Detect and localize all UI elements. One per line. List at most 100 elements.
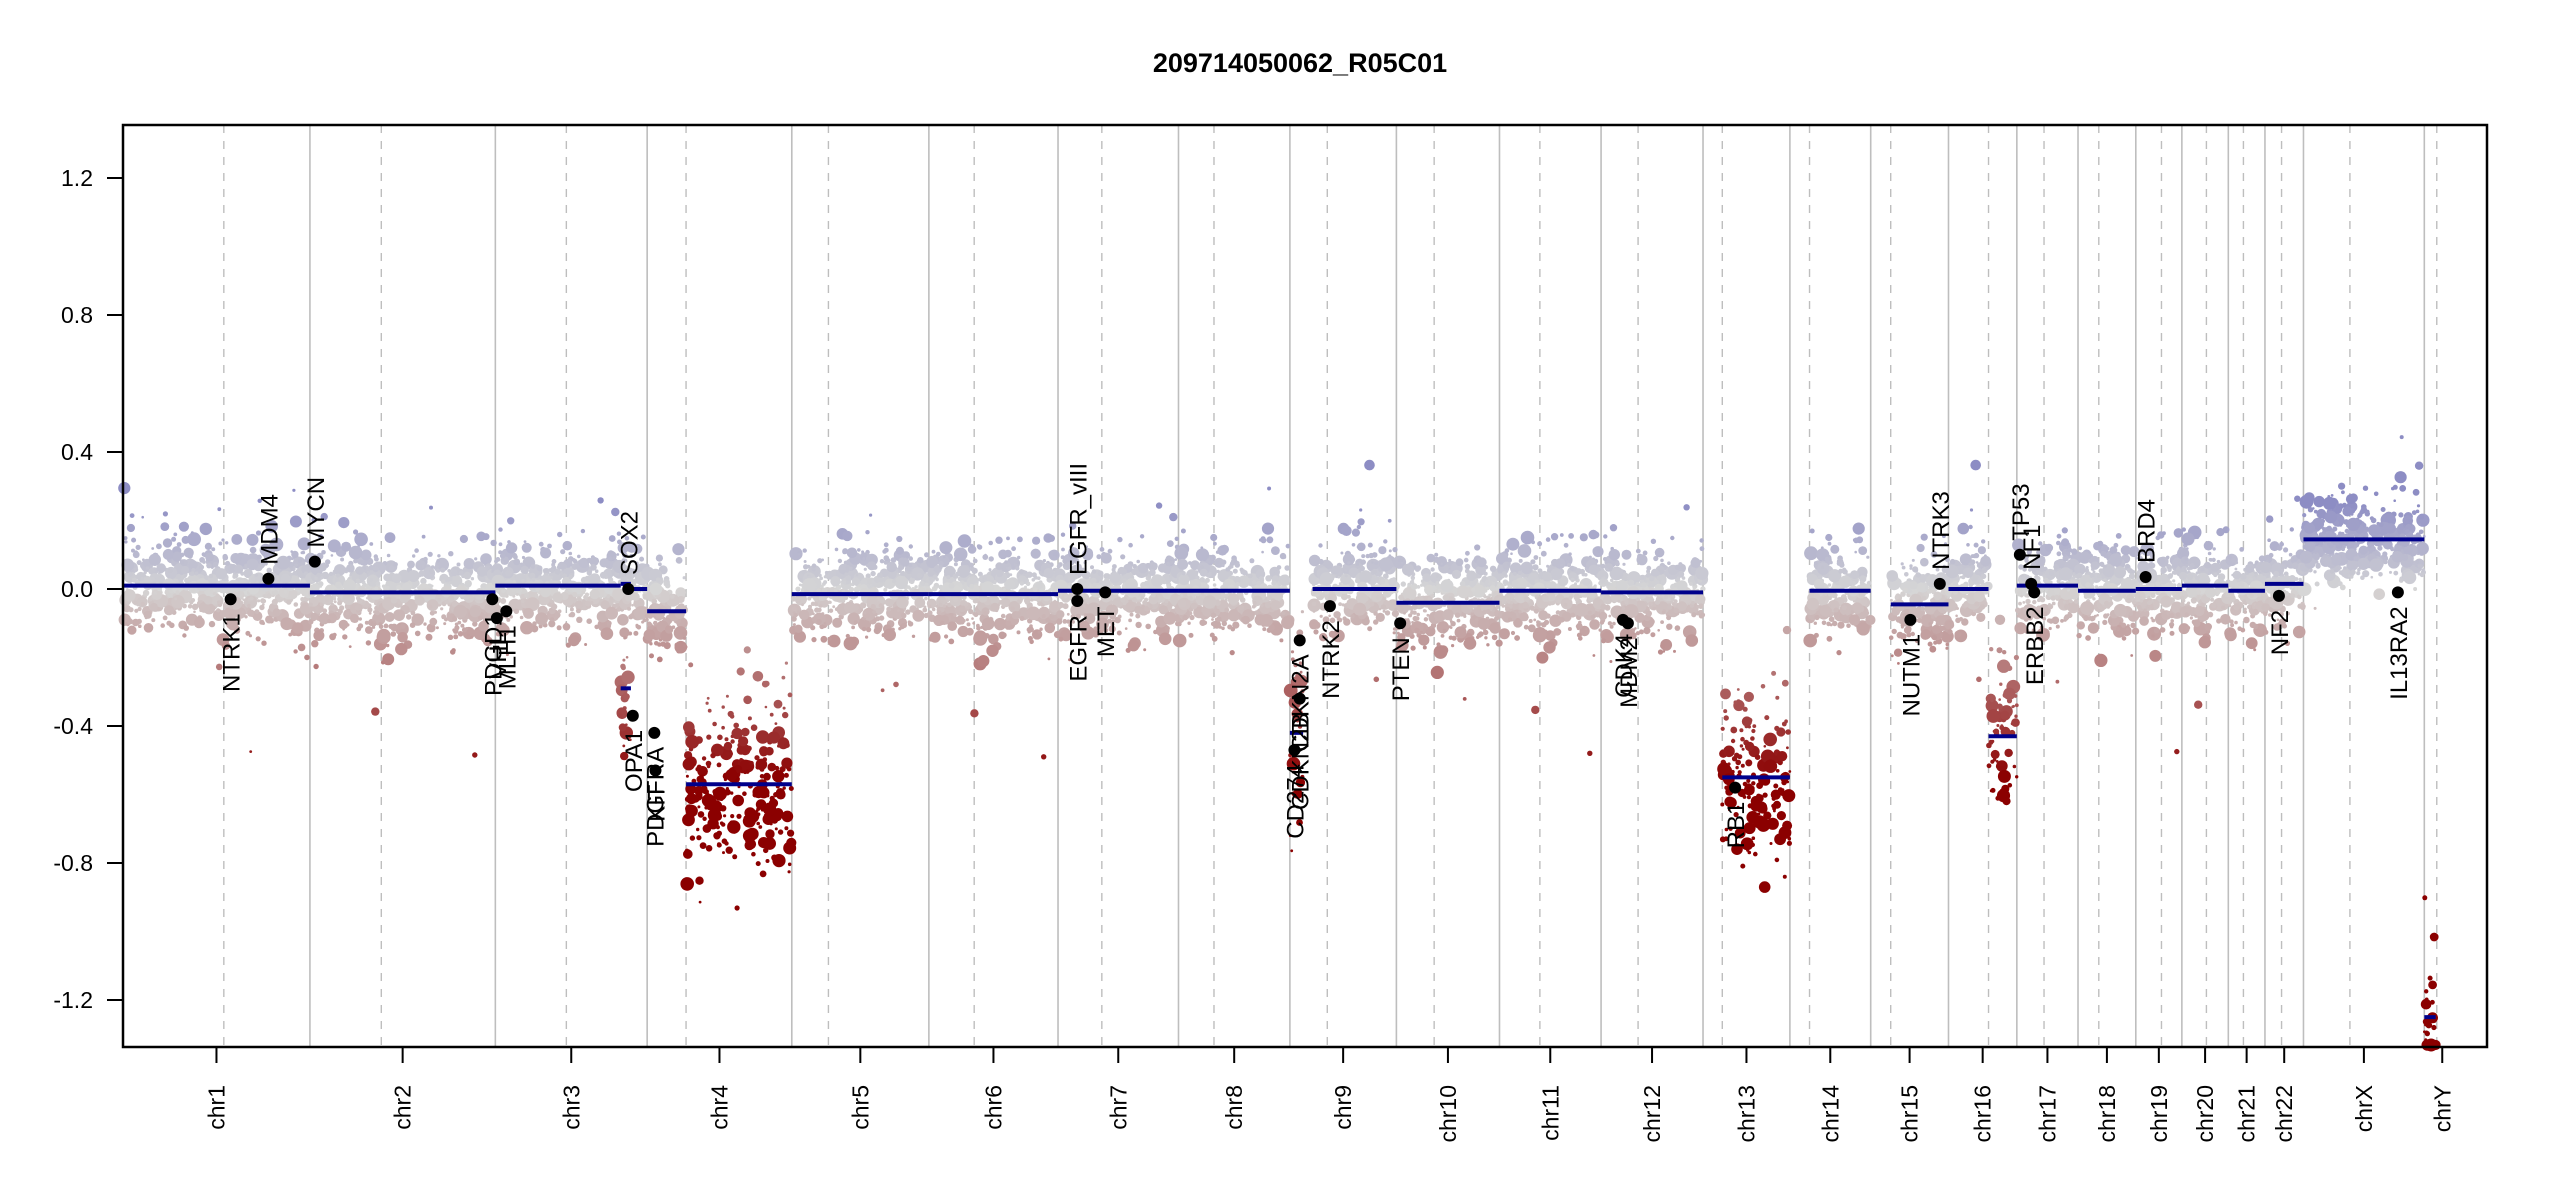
probe-point <box>580 528 586 534</box>
probe-point <box>1091 569 1097 574</box>
probe-point <box>547 543 552 549</box>
probe-point <box>723 814 727 818</box>
probe-point <box>348 645 352 648</box>
probe-point <box>1612 621 1616 626</box>
probe-point <box>509 615 513 619</box>
probe-point <box>784 826 789 831</box>
probe-point <box>1598 611 1608 621</box>
probe-point <box>208 573 214 579</box>
probe-point <box>1653 555 1659 562</box>
probe-point <box>663 642 671 650</box>
probe-point <box>531 577 536 582</box>
probe-point <box>675 587 686 598</box>
probe-point <box>1233 576 1241 584</box>
probe-point <box>1528 619 1533 623</box>
probe-point <box>1559 563 1563 567</box>
probe-point <box>1536 651 1549 664</box>
probe-point <box>1517 582 1522 587</box>
probe-point <box>626 579 630 583</box>
probe-point <box>857 548 861 552</box>
probe-point <box>1455 558 1464 567</box>
probe-point <box>807 596 812 601</box>
probe-point <box>942 555 946 559</box>
probe-point <box>485 613 489 617</box>
probe-point <box>451 616 458 622</box>
probe-point <box>1351 528 1360 537</box>
probe-point <box>1347 561 1351 565</box>
probe-point <box>1057 601 1065 609</box>
probe-point <box>245 630 251 636</box>
probe-point <box>1551 558 1559 567</box>
probe-point <box>803 560 807 563</box>
probe-point <box>226 618 238 630</box>
probe-point <box>346 564 355 573</box>
probe-point <box>1338 582 1342 586</box>
probe-point <box>953 625 957 629</box>
probe-point <box>1099 629 1104 634</box>
probe-points <box>118 435 2441 1052</box>
probe-point <box>896 535 903 543</box>
probe-point <box>498 550 503 555</box>
probe-point <box>1510 552 1513 555</box>
probe-point <box>1148 569 1156 576</box>
probe-point <box>1005 620 1012 626</box>
probe-point <box>1550 568 1563 581</box>
probe-point <box>939 565 943 569</box>
probe-point <box>1532 564 1539 571</box>
probe-point <box>1538 610 1549 621</box>
probe-point <box>898 562 901 566</box>
probe-point <box>832 605 836 609</box>
probe-point <box>834 547 839 552</box>
probe-point <box>1667 561 1671 565</box>
probe-point <box>883 560 889 565</box>
probe-point <box>1416 612 1420 617</box>
probe-point <box>557 561 566 570</box>
probe-point <box>365 640 372 646</box>
probe-point <box>617 614 629 626</box>
probe-point <box>1188 632 1194 638</box>
probe-point <box>1060 532 1066 537</box>
probe-point <box>521 599 525 604</box>
probe-point <box>600 627 614 640</box>
probe-point <box>1116 630 1122 636</box>
probe-point <box>1356 524 1362 530</box>
probe-point <box>212 561 219 568</box>
probe-point <box>787 870 791 874</box>
probe-point <box>1234 562 1240 568</box>
probe-point <box>564 622 568 625</box>
probe-point <box>1260 614 1273 627</box>
probe-point <box>1430 567 1435 572</box>
probe-point <box>459 534 468 544</box>
probe-point <box>877 572 883 579</box>
probe-point <box>342 634 348 640</box>
probe-point <box>1592 531 1600 539</box>
probe-point <box>1599 594 1604 598</box>
probe-point <box>1092 582 1097 587</box>
probe-point <box>548 572 553 577</box>
probe-point <box>744 699 748 703</box>
probe-point <box>436 559 441 563</box>
probe-point <box>813 595 820 602</box>
probe-point <box>511 588 516 593</box>
probe-point <box>1081 570 1091 580</box>
probe-point <box>318 563 327 572</box>
probe-point <box>414 548 419 553</box>
probe-point <box>1158 632 1172 646</box>
probe-point <box>1350 614 1355 619</box>
probe-point <box>683 849 693 859</box>
probe-point <box>1510 630 1516 636</box>
probe-point <box>986 644 999 657</box>
probe-point <box>425 633 433 641</box>
probe-point <box>1103 573 1109 578</box>
probe-point <box>1019 581 1024 586</box>
probe-point <box>353 529 359 535</box>
probe-point <box>732 854 738 860</box>
probe-point <box>377 628 391 643</box>
probe-point <box>159 577 165 583</box>
probe-point <box>565 598 571 604</box>
probe-point <box>848 566 853 571</box>
probe-point <box>426 623 436 633</box>
probe-point <box>1053 552 1058 557</box>
probe-point <box>426 599 439 612</box>
probe-point <box>1188 561 1192 565</box>
